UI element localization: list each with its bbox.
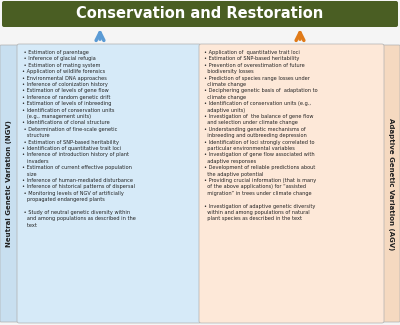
Text: • Estimation of parentage
 • Inference of glacial refugia
 • Estimation of matin: • Estimation of parentage • Inference of…: [22, 50, 136, 228]
Text: Adaptive Genetic Variation (AGV): Adaptive Genetic Variation (AGV): [388, 118, 394, 250]
FancyBboxPatch shape: [199, 44, 384, 323]
Text: Conservation and Restoration: Conservation and Restoration: [76, 6, 324, 21]
FancyBboxPatch shape: [17, 44, 201, 323]
FancyBboxPatch shape: [382, 45, 400, 322]
FancyBboxPatch shape: [2, 1, 398, 27]
Text: • Application of  quantitative trait loci
• Estimation of SNP-based heritability: • Application of quantitative trait loci…: [204, 50, 318, 221]
FancyBboxPatch shape: [0, 45, 18, 322]
Text: Neutral Genetic Variation (NGV): Neutral Genetic Variation (NGV): [6, 121, 12, 247]
